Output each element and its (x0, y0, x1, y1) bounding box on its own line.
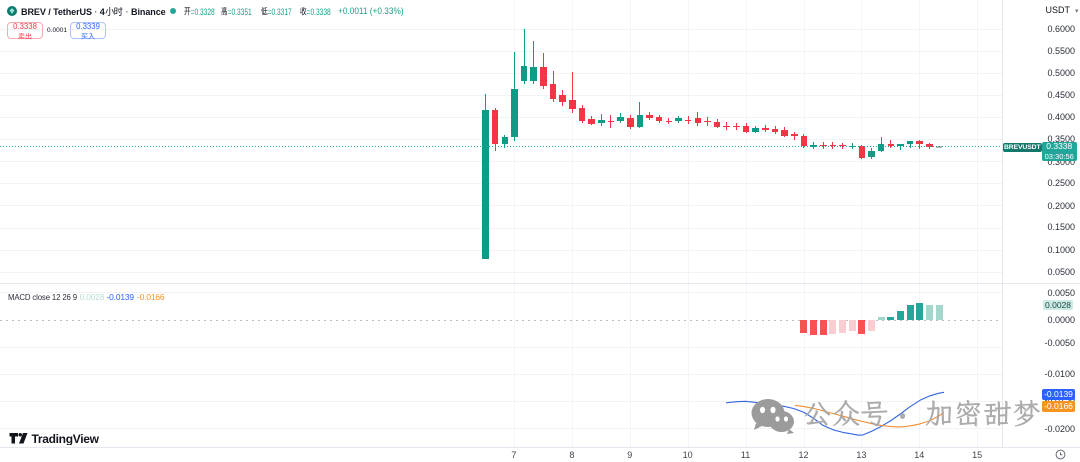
svg-text:TradingView: TradingView (32, 433, 100, 445)
